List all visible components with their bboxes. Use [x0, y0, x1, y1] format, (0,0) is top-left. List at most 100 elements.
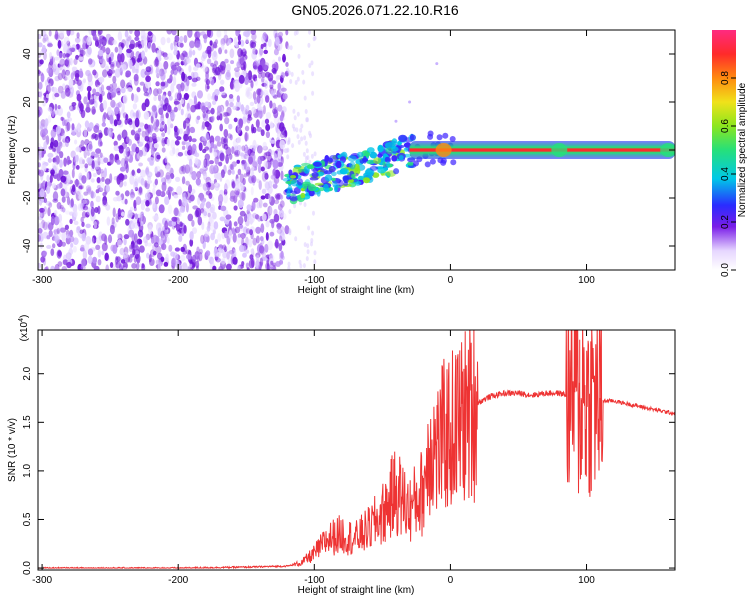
noise-blob [265, 220, 270, 228]
noise-blob [124, 30, 129, 38]
noise-blob [241, 191, 246, 202]
noise-blob [299, 127, 303, 133]
noise-blob [45, 36, 50, 43]
noise-blob [269, 121, 274, 129]
noise-blob [79, 49, 86, 57]
noise-blob [222, 143, 226, 149]
noise-blob [131, 65, 136, 74]
noise-blob [97, 249, 102, 258]
noise-blob [255, 254, 260, 262]
signal-blob [307, 184, 317, 192]
noise-blob [59, 30, 65, 38]
noise-blob [134, 254, 139, 260]
noise-blob [237, 199, 244, 208]
noise-blob [105, 184, 111, 193]
noise-blob [188, 98, 194, 106]
noise-blob [303, 95, 307, 101]
signal-blob [342, 175, 349, 181]
snr-xlabel: Height of straight line (km) [298, 585, 415, 596]
noise-blob [247, 87, 253, 92]
noise-blob [154, 165, 161, 173]
noise-blob [47, 76, 51, 83]
y-tick-label: -40 [22, 238, 33, 253]
noise-blob [200, 31, 206, 36]
noise-blob [202, 113, 209, 122]
noise-blob [112, 39, 117, 45]
noise-blob [97, 187, 104, 192]
signal-blob [300, 192, 306, 199]
noise-blob [150, 236, 155, 244]
noise-blob [233, 221, 238, 227]
noise-blob [264, 172, 269, 180]
noise-blob [95, 244, 101, 250]
noise-blob [150, 146, 155, 156]
noise-blob [301, 70, 305, 75]
noise-blob [64, 224, 69, 230]
noise-blob [171, 257, 177, 267]
signal-blob [328, 154, 339, 163]
noise-blob [289, 45, 293, 51]
noise-blob [225, 179, 231, 189]
noise-blob [123, 174, 128, 180]
noise-blob [167, 117, 172, 127]
noise-blob [278, 235, 283, 242]
noise-blob [76, 93, 82, 102]
noise-blob [50, 141, 54, 149]
noise-blob [274, 238, 279, 249]
signal-blob [373, 157, 382, 165]
noise-blob [130, 129, 136, 136]
noise-blob [306, 249, 310, 255]
noise-blob [143, 236, 148, 244]
noise-blob [223, 189, 228, 196]
noise-blob [172, 67, 178, 76]
signal-blob [314, 182, 324, 186]
x-tick-label: -300 [32, 575, 52, 586]
noise-blob [243, 173, 248, 178]
noise-blob [59, 151, 64, 159]
noise-blob [259, 155, 266, 161]
noise-blob [214, 155, 219, 165]
noise-blob [191, 143, 197, 152]
noise-blob [264, 243, 269, 253]
signal-blob [403, 142, 412, 148]
noise-blob [74, 139, 78, 145]
noise-blob [85, 223, 91, 229]
noise-blob [293, 115, 297, 121]
signal-blob [347, 155, 357, 162]
noise-blob [273, 199, 280, 205]
noise-blob [272, 168, 277, 177]
x-tick-label: -200 [168, 275, 188, 286]
noise-blob [136, 168, 141, 174]
noise-blob [111, 217, 115, 225]
noise-blob [308, 30, 312, 35]
noise-blob [225, 154, 230, 165]
noise-blob [147, 41, 152, 50]
noise-blob [203, 173, 208, 178]
noise-blob [81, 211, 87, 219]
noise-blob [170, 251, 176, 257]
noise-blob [278, 203, 283, 211]
noise-blob [71, 102, 77, 107]
noise-blob [117, 214, 122, 220]
noise-blob [65, 70, 71, 81]
noise-blob [273, 30, 278, 39]
signal-blob [332, 181, 338, 187]
noise-blob [141, 50, 146, 60]
noise-blob [210, 208, 215, 217]
signal-blob [308, 190, 315, 197]
x-tick-label: -200 [168, 575, 188, 586]
noise-blob [269, 139, 276, 144]
noise-blob [206, 134, 210, 141]
noise-blob [211, 167, 217, 174]
noise-blob [273, 48, 279, 56]
noise-blob [166, 237, 170, 244]
noise-blob [120, 87, 126, 94]
noise-blob [151, 112, 156, 117]
noise-blob [219, 152, 225, 162]
noise-blob [79, 202, 84, 209]
noise-blob [154, 56, 159, 67]
noise-blob [91, 235, 97, 244]
noise-blob [234, 67, 240, 72]
noise-blob [85, 211, 90, 218]
